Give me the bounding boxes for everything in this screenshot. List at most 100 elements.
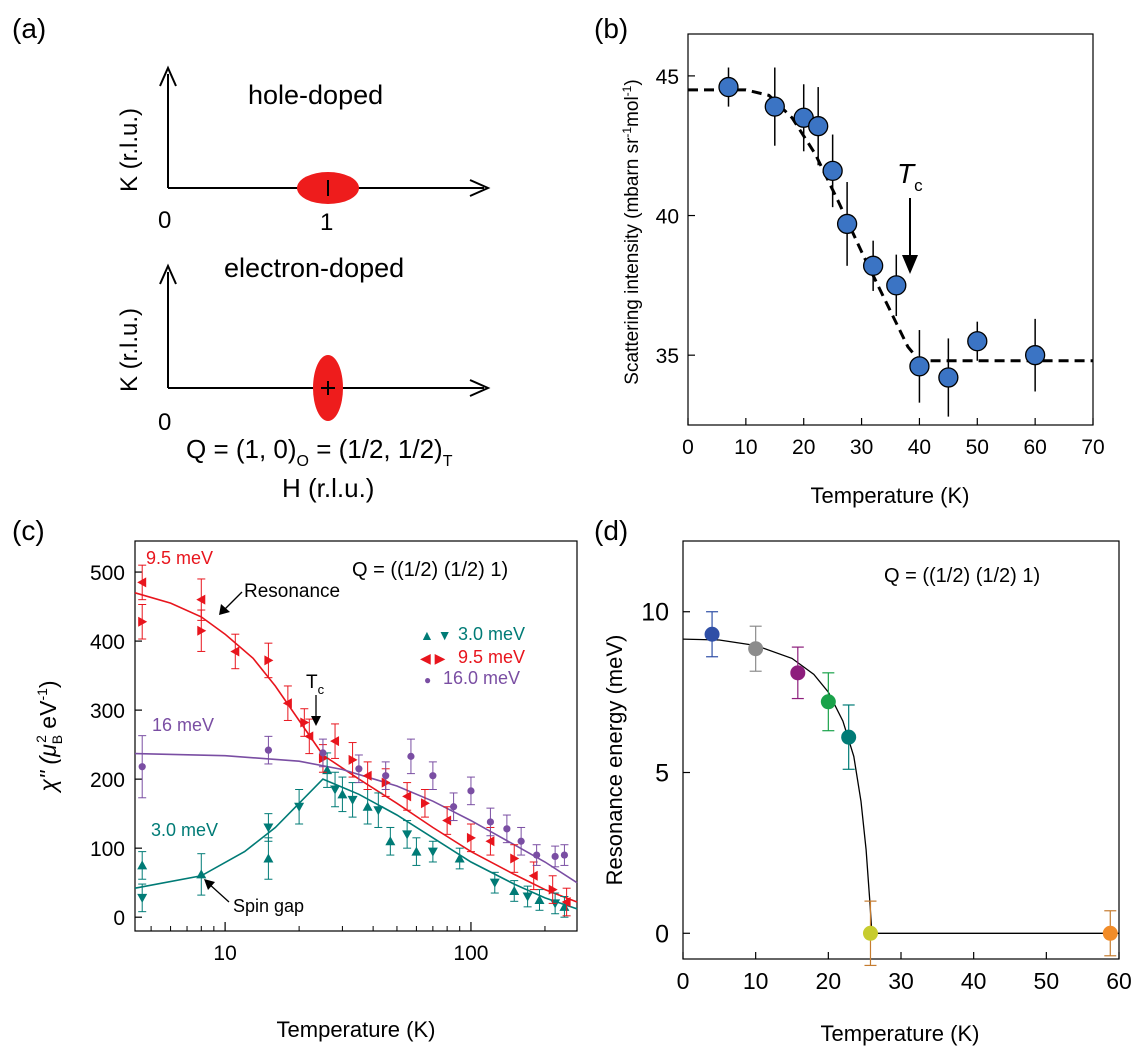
legend-symbol-16meV: ● [424, 673, 431, 687]
y-tick-label: 5 [655, 760, 669, 788]
data-point-triangle [466, 832, 476, 843]
x-tick-label: 20 [816, 968, 842, 994]
h-axis-label: H (r.l.u.) [282, 473, 374, 503]
panel-b-frame [687, 33, 1094, 426]
data-point [967, 331, 988, 352]
x-tick-label: 0 [677, 968, 690, 994]
panel-c-curve-label-teal: 3.0 meV [151, 820, 218, 840]
panel-c-resonance-label: Resonance [244, 581, 340, 602]
data-point-circle [503, 825, 511, 833]
legend-symbol-9meV: ◀ ▶ [420, 650, 446, 666]
panel-b-fit-curve [688, 88, 1093, 363]
panel-d: (d) 0 10 20 30 40 50 60 0 5 10 Q = ((1/2) (1/2) 1… [594, 515, 1132, 1046]
panel-b-tc-label: Tc [897, 158, 923, 195]
x-tick-label: 50 [966, 436, 989, 459]
top-ylabel: K (r.l.u.) [116, 108, 143, 192]
panel-c-xlabel: Temperature (K) [277, 1017, 436, 1042]
x-tick-label: 20 [792, 436, 815, 459]
y-tick-label: 0 [113, 907, 125, 930]
x-tick-label: 10 [743, 968, 769, 994]
panel-c-spin-gap-arrowhead [204, 879, 215, 890]
x-tick-label: 50 [1034, 968, 1060, 994]
panel-b-xlabel: Temperature (K) [811, 483, 970, 508]
data-point-triangle [362, 801, 373, 811]
hole-doped-title: hole-doped [248, 80, 383, 110]
panel-c-q-label: Q = ((1/2) (1/2) 1) [352, 559, 508, 581]
legend-label-3meV: 3.0 meV [458, 624, 525, 644]
panel-d-q-label: Q = ((1/2) (1/2) 1) [884, 565, 1040, 587]
data-point [862, 925, 878, 941]
legend-label-9meV: 9.5 meV [458, 647, 525, 667]
data-point [862, 255, 884, 276]
y-tick-label: 45 [656, 66, 679, 89]
data-point-triangle [402, 830, 413, 840]
x-tick-label: 60 [1106, 968, 1132, 994]
x-tick-label: 0 [682, 436, 694, 459]
panel-a: (a) hole-doped K (r.l.u.) 0 1 electron-d… [12, 13, 491, 503]
panel-b-ylabel: Scattering intensity (mbarn sr-1mol-1) [620, 79, 643, 384]
y-tick-label: 100 [90, 838, 125, 861]
y-tick-label: 500 [90, 562, 125, 585]
data-point [841, 729, 857, 745]
data-point-triangle [196, 869, 207, 879]
data-point-triangle [337, 789, 348, 799]
y-tick-label: 10 [641, 599, 669, 627]
data-point [822, 160, 843, 182]
data-point-triangle [534, 894, 545, 904]
panel-c-frame [134, 540, 578, 932]
panel-c-curve-label-purple: 16 meV [152, 715, 214, 735]
panel-d-ylabel: Resonance energy (meV) [602, 635, 627, 886]
panel-c-legend: ▲ ▼ 3.0 meV ◀ ▶ 9.5 meV ● 16.0 meV [420, 624, 525, 688]
data-point [704, 626, 720, 642]
data-point-circle [551, 852, 559, 861]
y-tick-label: 400 [90, 631, 125, 654]
panel-c-spin-gap-label: Spin gap [233, 896, 304, 916]
data-point [764, 96, 785, 117]
top-one-label: 1 [320, 209, 333, 236]
data-point-triangle [420, 798, 430, 809]
y-tick-label: 35 [656, 345, 679, 368]
data-point-triangle [522, 892, 533, 902]
data-point-circle [467, 787, 475, 795]
data-point-triangle [347, 795, 358, 805]
data-point-triangle [137, 860, 148, 870]
data-point-triangle [528, 870, 538, 881]
panel-d-xlabel: Temperature (K) [821, 1021, 980, 1046]
data-point [820, 694, 836, 710]
panel-a-label: (a) [12, 13, 46, 44]
data-point-triangle [561, 897, 571, 908]
panel-c-tc-arrowhead [311, 716, 321, 726]
legend-label-16meV: 16.0 meV [443, 668, 520, 688]
data-point-triangle [362, 770, 372, 781]
data-point-circle [355, 765, 363, 773]
data-point-circle [264, 746, 273, 754]
data-point-triangle [137, 577, 147, 588]
x-tick-label: 30 [888, 968, 914, 994]
panel-d-frame [682, 540, 1120, 960]
x-tick-label: 100 [453, 942, 488, 965]
panel-c-curve-label-red: 9.5 meV [146, 548, 213, 568]
y-tick-label: 200 [90, 769, 125, 792]
bottom-y-arrowhead [159, 263, 177, 285]
data-point-triangle [300, 717, 310, 728]
top-x-arrowhead [469, 179, 491, 197]
data-point-circle [382, 772, 390, 780]
panel-c: (c) 10 100 0 100 200 300 400 500 Temperature (K… [12, 515, 578, 1042]
data-point-circle [429, 772, 437, 780]
data-point-triangle [548, 884, 558, 895]
x-tick-label: 40 [908, 436, 931, 459]
panel-b-points [718, 67, 1046, 417]
data-point [808, 116, 829, 137]
panel-b: (b) 0 10 20 30 40 50 60 70 35 40 45 Temperature (K… [594, 13, 1105, 508]
data-point-circle [533, 851, 541, 859]
data-point [748, 641, 764, 657]
panel-b-tc-arrowhead [902, 255, 918, 274]
top-zero-label: 0 [158, 207, 171, 234]
panel-d-fit-curve [682, 638, 1119, 934]
data-point-triangle [427, 847, 438, 857]
top-y-arrowhead [159, 65, 177, 87]
data-point-triangle [330, 736, 340, 747]
data-point-triangle [330, 785, 341, 795]
panel-c-ticks: 10 100 0 100 200 300 400 500 [90, 562, 546, 965]
